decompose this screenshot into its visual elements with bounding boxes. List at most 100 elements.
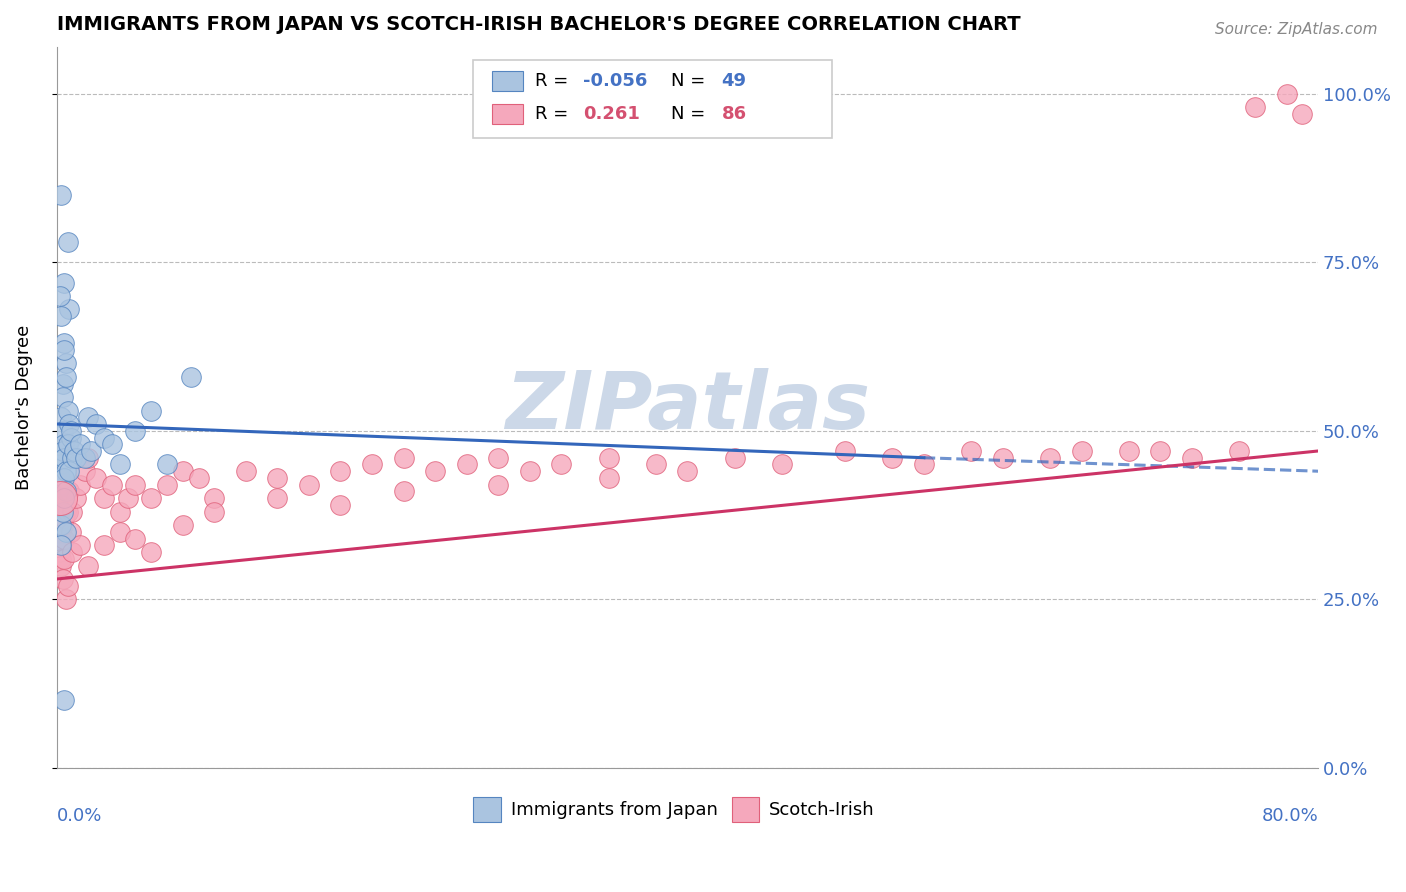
Point (93, 430, 115, 444)
FancyBboxPatch shape (472, 61, 832, 138)
Point (60, 450, 83, 465)
Point (51, 518, 73, 533)
Point (60, 505, 83, 519)
Point (49, 477, 72, 491)
Point (84, 417, 107, 431)
Text: ZIPatlas: ZIPatlas (505, 368, 870, 446)
Point (456, 458, 478, 472)
Point (770, 458, 793, 472)
Point (51, 558, 73, 573)
Point (53, 336, 76, 351)
Point (991, 450, 1014, 465)
Point (55, 356, 77, 370)
Text: 86: 86 (721, 104, 747, 123)
Point (55, 369, 77, 384)
Point (52, 471, 75, 485)
Point (55, 524, 77, 539)
Point (49, 289, 72, 303)
Point (77, 558, 100, 573)
Point (55, 484, 77, 499)
Point (1244, 100, 1267, 114)
Point (676, 464, 699, 478)
Point (266, 471, 288, 485)
Point (423, 464, 446, 478)
Point (65, 491, 87, 505)
Point (108, 505, 131, 519)
Point (1118, 444, 1140, 458)
Point (1275, 87, 1298, 101)
Point (141, 403, 163, 417)
Text: N =: N = (671, 72, 711, 90)
Point (156, 458, 179, 472)
Text: R =: R = (534, 104, 574, 123)
Point (59, 424, 82, 438)
Point (56, 579, 79, 593)
Point (180, 369, 202, 384)
Point (52, 505, 75, 519)
Point (361, 458, 384, 472)
Point (202, 505, 225, 519)
Text: IMMIGRANTS FROM JAPAN VS SCOTCH-IRISH BACHELOR'S DEGREE CORRELATION CHART: IMMIGRANTS FROM JAPAN VS SCOTCH-IRISH BA… (56, 15, 1021, 34)
Text: Source: ZipAtlas.com: Source: ZipAtlas.com (1215, 22, 1378, 37)
Text: Scotch-Irish: Scotch-Irish (769, 800, 875, 819)
Text: 0.261: 0.261 (582, 104, 640, 123)
Point (519, 464, 541, 478)
Point (55, 491, 77, 505)
Point (52, 511, 75, 525)
Text: N =: N = (671, 104, 711, 123)
Bar (731, 797, 759, 822)
Point (266, 491, 288, 505)
Point (486, 450, 509, 465)
Point (51, 188, 73, 202)
Point (55, 505, 77, 519)
Point (141, 491, 163, 505)
Point (58, 484, 80, 499)
Point (51, 524, 73, 539)
Point (60, 545, 83, 559)
Point (59, 430, 82, 444)
Point (392, 484, 415, 499)
Text: 0.0%: 0.0% (56, 807, 103, 825)
Point (55, 464, 77, 478)
Point (960, 444, 983, 458)
Point (52, 518, 75, 533)
Point (65, 450, 87, 465)
Point (51, 484, 73, 499)
Point (187, 471, 209, 485)
Point (1149, 444, 1171, 458)
Y-axis label: Bachelor's Degree: Bachelor's Degree (15, 325, 32, 490)
Point (53, 498, 76, 512)
Point (69, 437, 91, 451)
Point (392, 450, 415, 465)
Point (80, 444, 103, 458)
Point (882, 450, 904, 465)
Point (486, 477, 509, 491)
Point (51, 551, 73, 566)
Point (724, 450, 747, 465)
Text: 80.0%: 80.0% (1261, 807, 1319, 825)
Point (56, 403, 79, 417)
Point (1227, 444, 1250, 458)
Point (156, 477, 179, 491)
Point (53, 505, 76, 519)
Point (329, 464, 352, 478)
Point (58, 417, 80, 431)
Point (1070, 444, 1092, 458)
Point (52, 444, 75, 458)
Point (73, 464, 96, 478)
Point (53, 276, 76, 290)
Point (172, 518, 194, 533)
Point (108, 524, 131, 539)
Point (298, 477, 321, 491)
Point (49, 545, 72, 559)
Point (51, 410, 73, 425)
Point (53, 693, 76, 707)
Point (93, 491, 115, 505)
Text: R =: R = (534, 72, 574, 90)
Point (52, 572, 75, 586)
Point (834, 444, 856, 458)
Point (912, 458, 935, 472)
Point (49, 491, 72, 505)
Point (1039, 450, 1062, 465)
Point (644, 458, 666, 472)
